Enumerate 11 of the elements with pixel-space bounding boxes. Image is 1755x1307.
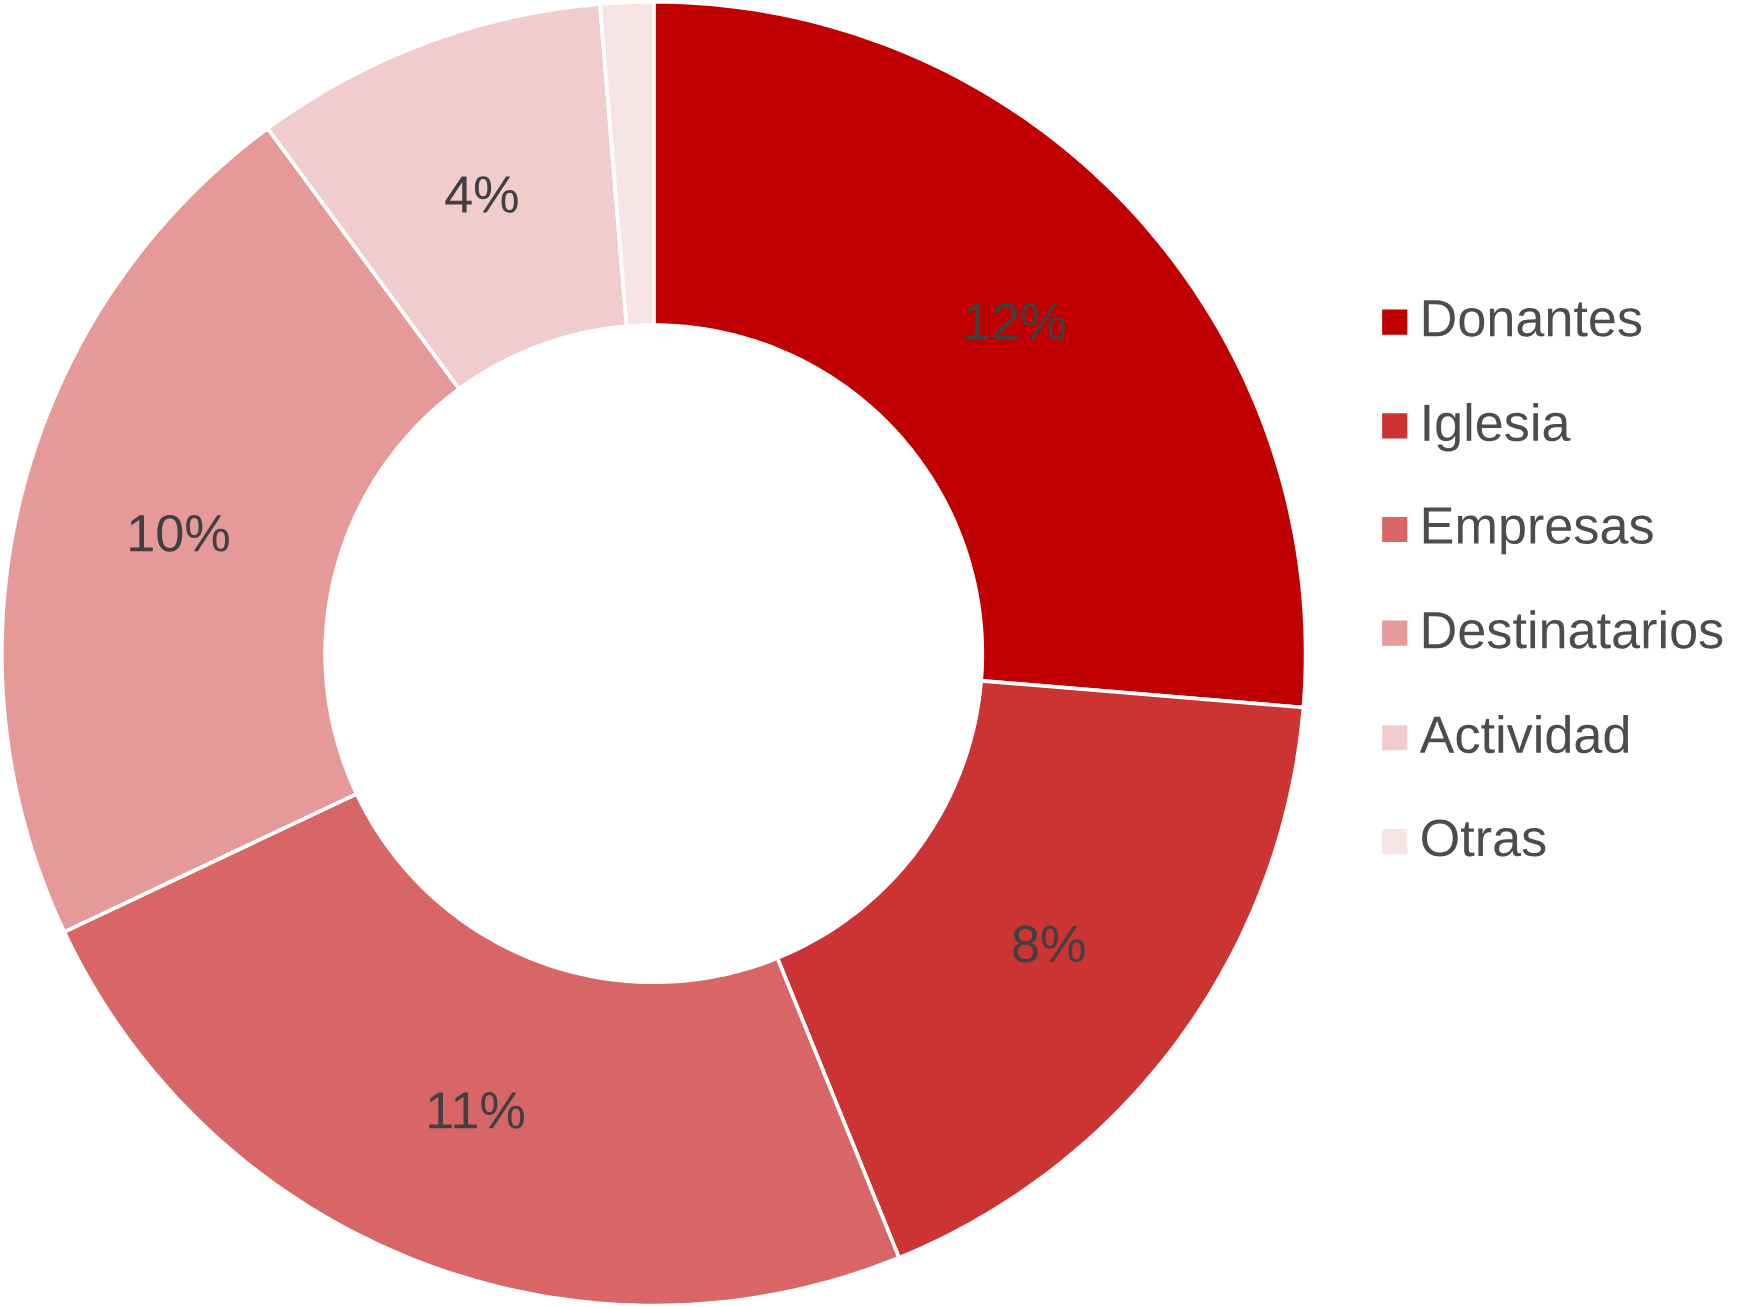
data-label: 11% xyxy=(429,1091,525,1129)
data-label: 4% xyxy=(445,176,518,213)
legend-label: Empresas xyxy=(1423,507,1653,555)
legend-label: Actividad xyxy=(1419,714,1629,754)
data-label: 12% xyxy=(966,303,1065,340)
legend-label: Donantes xyxy=(1423,300,1642,337)
data-label: 10% xyxy=(130,514,229,552)
legend-label: Otras xyxy=(1422,819,1546,857)
data-label: 8% xyxy=(1013,925,1085,963)
legend-label: Destinatarios xyxy=(1423,610,1723,649)
legend-label: Iglesia xyxy=(1424,402,1571,452)
